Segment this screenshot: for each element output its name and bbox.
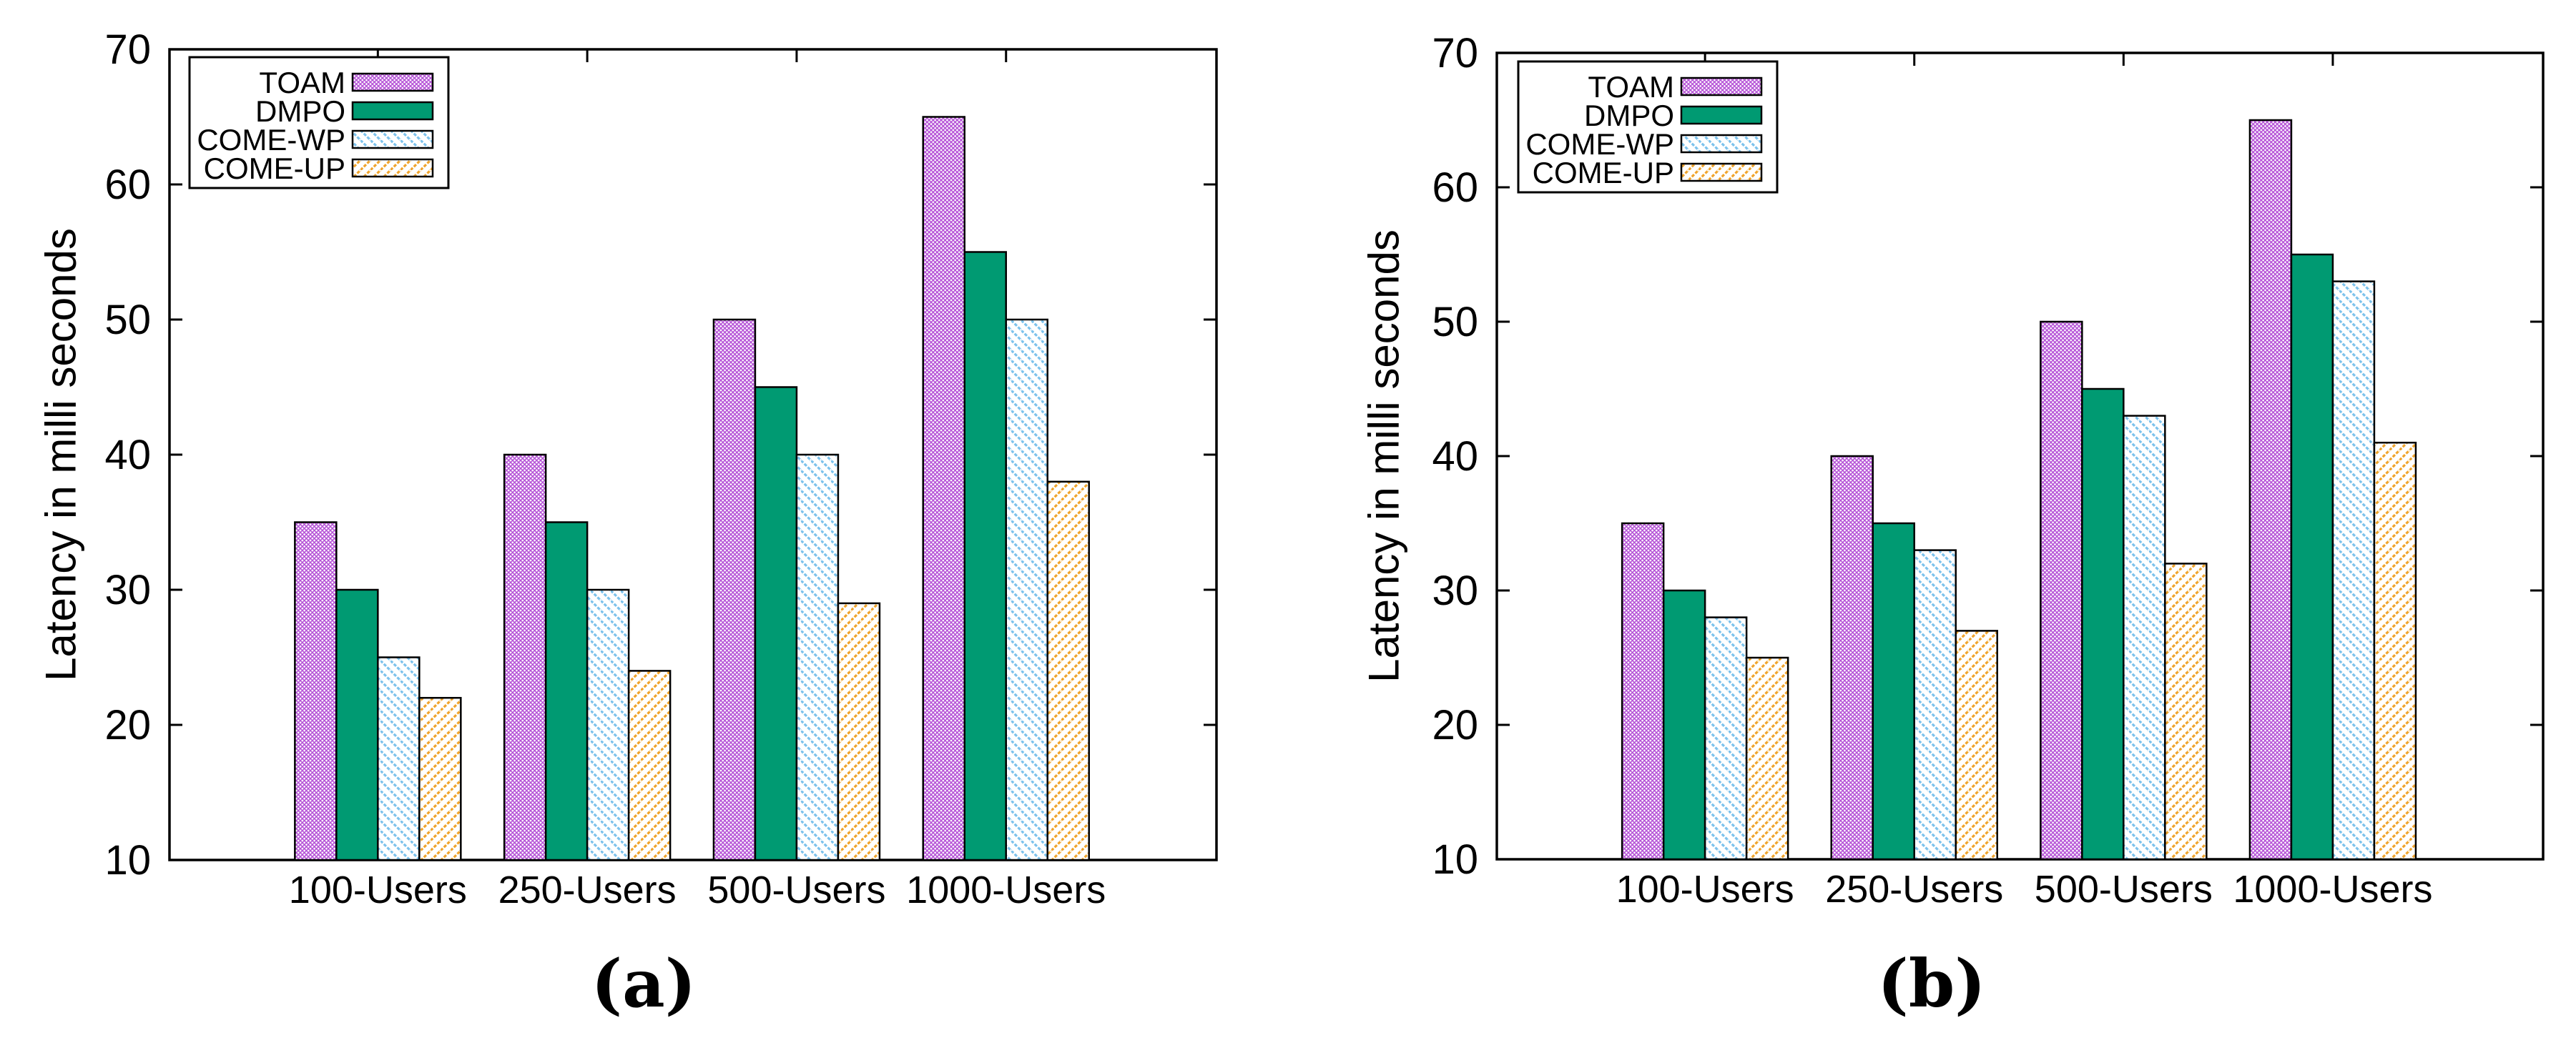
bar-toam-250-users (503, 453, 547, 861)
x-tick-label: 250-Users (498, 869, 677, 911)
legend-swatch-come-up (1680, 162, 1763, 182)
legend-label-come-up: COME-UP (204, 152, 345, 185)
plot-area-b: 10 20 30 40 50 60 70 100-Users 250-Users 500-User… (1432, 30, 2545, 911)
legend-label-toam: TOAM (259, 66, 345, 99)
bar-come-wp-100-users (1704, 616, 1748, 861)
panel-b: Latency in milli seconds 10 20 30 40 50 60 70 1… (1288, 0, 2576, 1053)
bar-come-up-250-users (627, 670, 672, 861)
legend-swatch-dmpo (1680, 105, 1763, 125)
x-tick-label: 100-Users (1616, 868, 1794, 911)
bar-toam-1000-users (922, 116, 965, 861)
bar-toam-1000-users (2248, 119, 2293, 861)
legend-label-dmpo: DMPO (1584, 99, 1674, 132)
bar-come-up-1000-users (1046, 480, 1090, 861)
y-tick-label: 40 (1432, 433, 1478, 480)
plot-area-a: 10 20 30 40 50 60 70 100-Users 250-Users 500-User… (104, 26, 1218, 911)
panel-a: Latency in milli seconds 10 20 30 40 50 60 70 1… (37, 26, 1218, 1022)
y-tick-label: 20 (1432, 702, 1478, 748)
y-tick-label: 60 (1432, 164, 1478, 211)
bar-dmpo-100-users (1662, 589, 1706, 861)
bar-toam-250-users (1830, 455, 1874, 861)
legend-swatch-dmpo (351, 101, 434, 121)
y-tick-label: 10 (1432, 836, 1478, 883)
bar-come-up-500-users (2164, 563, 2208, 861)
caption-b: (b) (1877, 945, 1985, 1022)
bar-come-wp-250-users (1913, 549, 1957, 861)
y-tick-label: 20 (104, 702, 151, 748)
x-tick-label: 500-Users (2035, 868, 2213, 911)
y-tick-label: 60 (104, 162, 151, 208)
bar-toam-500-users (712, 318, 757, 861)
latency-chart-b: Latency in milli seconds 102030405060701… (1360, 30, 2545, 1022)
y-tick-label: 10 (104, 837, 151, 884)
bar-come-wp-1000-users (1005, 318, 1048, 861)
caption-a: (a) (591, 945, 697, 1022)
bar-dmpo-250-users (544, 521, 589, 861)
y-tick-label: 50 (1432, 299, 1478, 345)
y-tick-label: 50 (104, 297, 151, 343)
legend-swatch-come-up (351, 158, 434, 178)
legend-swatch-toam (1680, 76, 1763, 97)
bar-dmpo-1000-users (2290, 253, 2334, 861)
bar-come-wp-500-users (795, 453, 840, 861)
y-tick-label: 70 (1432, 30, 1478, 76)
bar-come-wp-1000-users (2331, 280, 2376, 861)
y-tick-label: 30 (104, 567, 151, 613)
x-tick-label: 100-Users (289, 869, 467, 911)
y-tick-label: 40 (104, 432, 151, 478)
legend-label-come-wp: COME-WP (197, 123, 345, 157)
bar-dmpo-250-users (1872, 522, 1915, 861)
latency-chart-a: Latency in milli seconds 102030405060701… (37, 26, 1218, 1022)
y-axis-label-a: Latency in milli seconds (37, 228, 85, 681)
bar-toam-500-users (2040, 320, 2083, 861)
x-tick-label: 250-Users (1825, 868, 2003, 911)
y-tick-label: 30 (1432, 568, 1478, 614)
bar-come-up-100-users (1745, 656, 1789, 861)
y-tick-label: 70 (104, 26, 151, 73)
bar-dmpo-1000-users (963, 251, 1007, 861)
bar-dmpo-100-users (335, 588, 379, 861)
bar-come-up-100-users (418, 696, 462, 861)
x-tick-label: 1000-Users (2233, 868, 2432, 911)
bar-come-wp-100-users (377, 656, 421, 861)
bar-come-up-1000-users (2373, 441, 2417, 861)
x-tick-label: 500-Users (707, 869, 885, 911)
bar-come-wp-500-users (2123, 415, 2166, 861)
bar-come-wp-250-users (586, 588, 630, 861)
y-axis-label-b: Latency in milli seconds (1360, 229, 1408, 683)
legend-label-come-wp: COME-WP (1525, 127, 1674, 161)
bar-toam-100-users (294, 521, 338, 861)
x-tick-label: 1000-Users (906, 869, 1106, 911)
legend-swatch-come-wp (1680, 134, 1763, 154)
bar-dmpo-500-users (754, 386, 798, 861)
bar-dmpo-500-users (2081, 387, 2125, 861)
bar-come-up-500-users (837, 602, 881, 861)
bar-come-up-250-users (1955, 630, 1998, 861)
legend-swatch-come-wp (351, 129, 434, 149)
legend-swatch-toam (351, 72, 434, 92)
legend-label-come-up: COME-UP (1533, 156, 1674, 189)
legend-label-dmpo: DMPO (255, 94, 345, 128)
legend-label-toam: TOAM (1588, 70, 1674, 104)
bar-toam-100-users (1621, 522, 1665, 861)
